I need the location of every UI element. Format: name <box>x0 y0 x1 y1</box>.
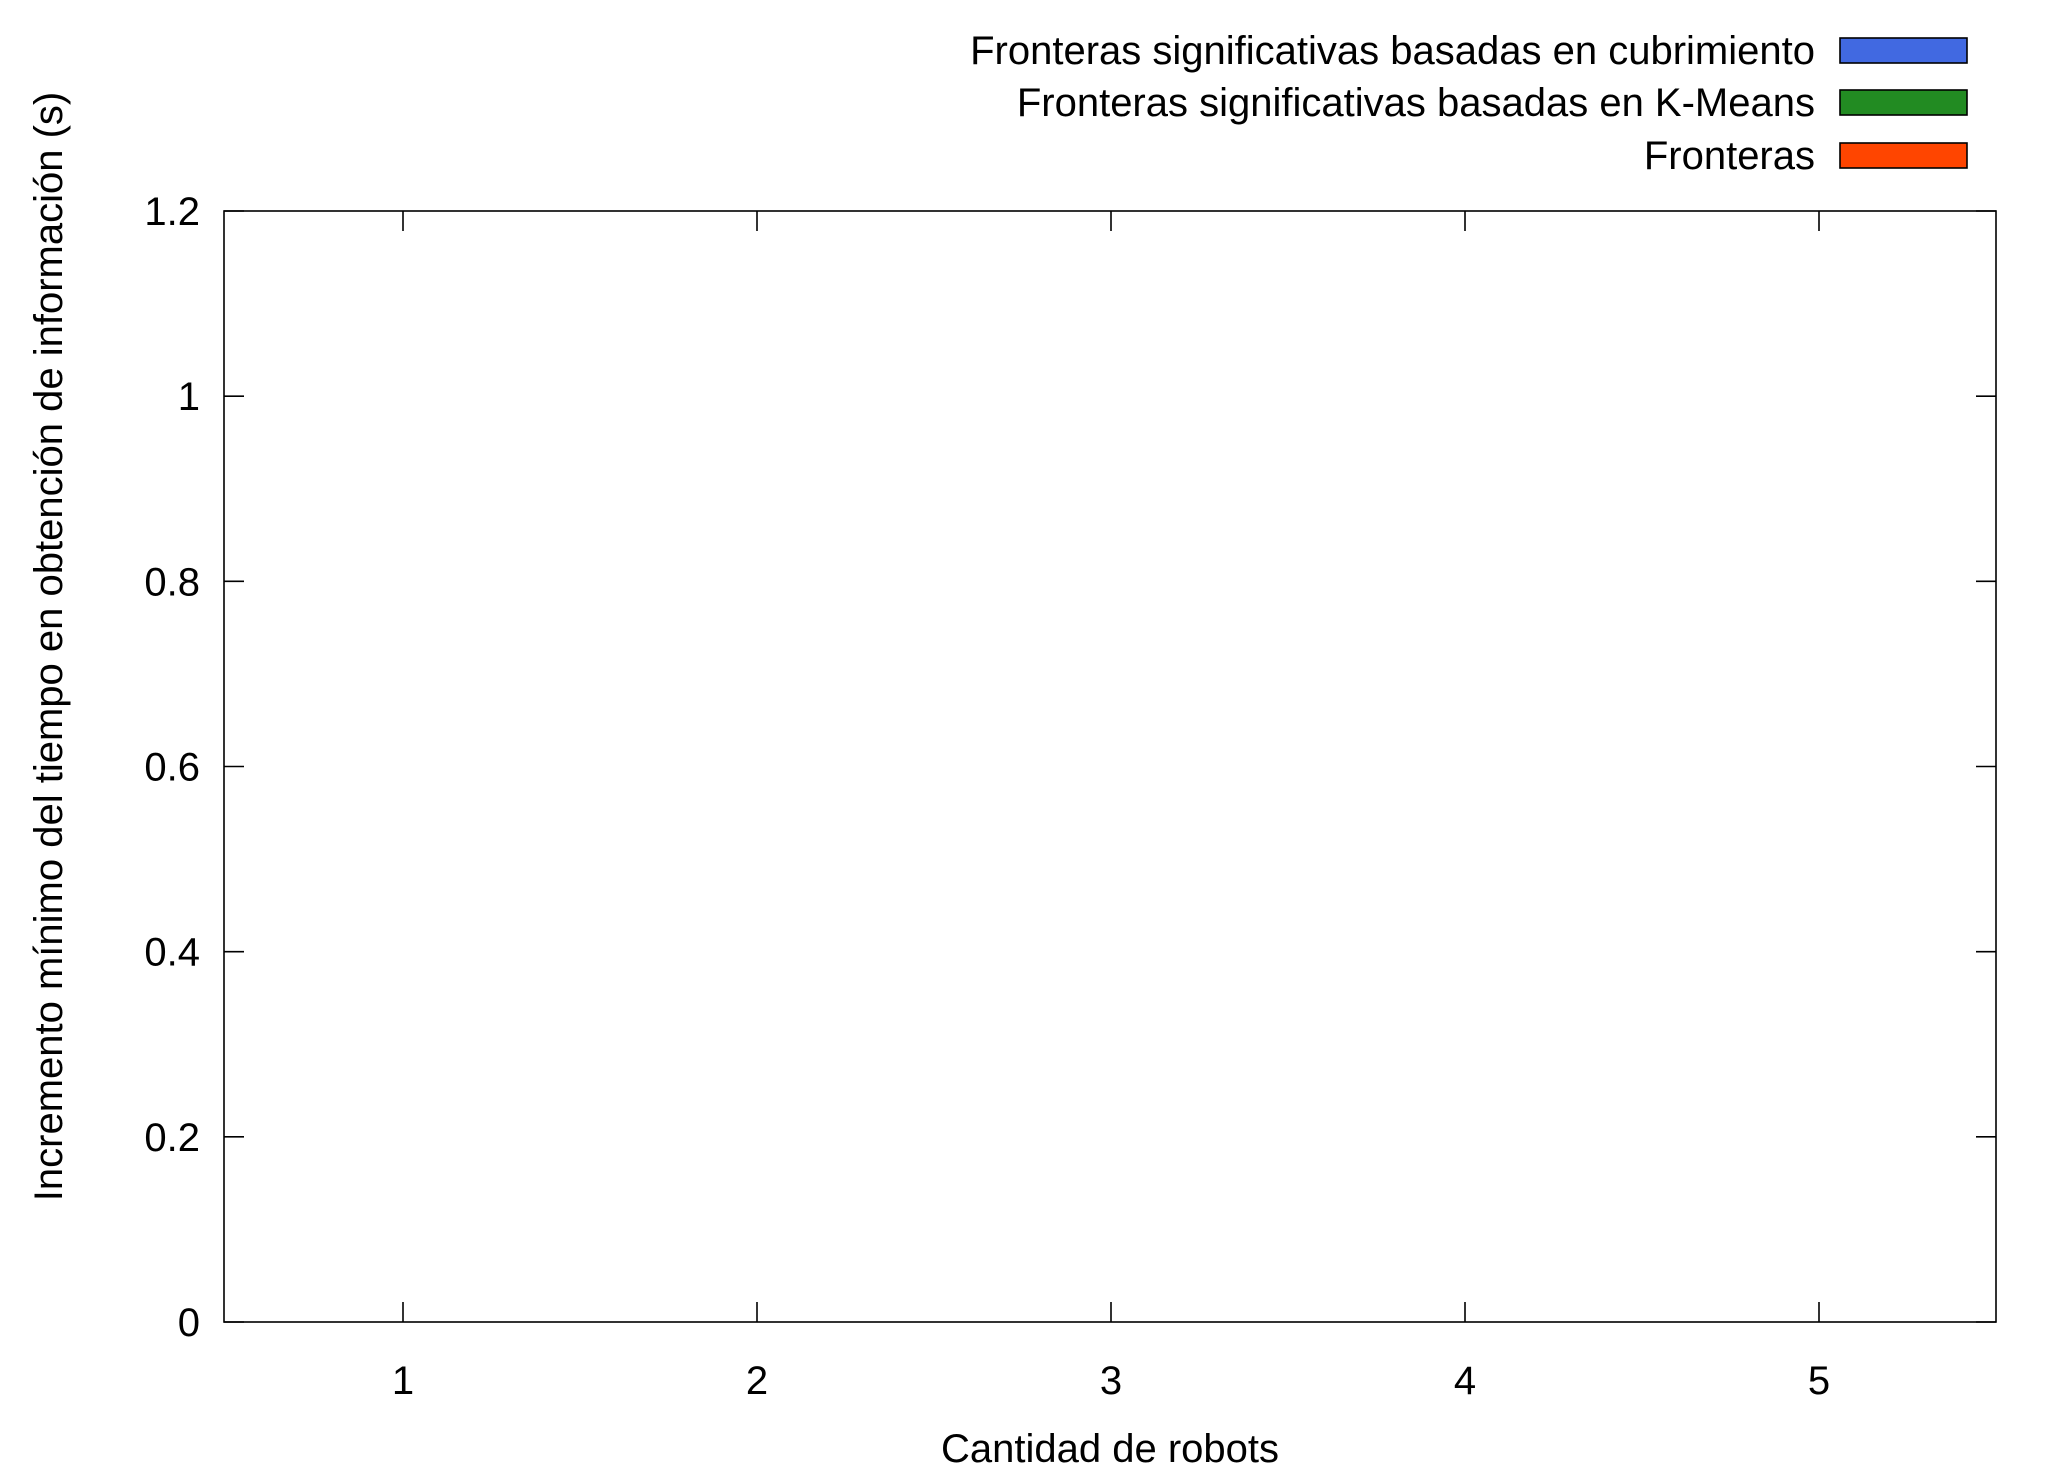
plot-frame <box>223 210 1997 1323</box>
x-tick-label: 2 <box>746 1359 768 1403</box>
legend-swatch <box>1839 142 1968 169</box>
x-tick-label: 1 <box>392 1359 414 1403</box>
legend-label: Fronteras significativas basadas en cubr… <box>970 29 1815 73</box>
x-tick-label: 4 <box>1454 1359 1476 1403</box>
legend-swatch <box>1839 89 1968 116</box>
legend-label: Fronteras significativas basadas en K-Me… <box>1017 81 1815 125</box>
y-tick-label: 1.2 <box>144 190 200 234</box>
y-tick-label: 0 <box>178 1301 200 1345</box>
x-tick-label: 5 <box>1808 1359 1830 1403</box>
legend-swatch <box>1839 37 1968 64</box>
y-tick-label: 0.4 <box>144 931 200 975</box>
x-tick-label: 3 <box>1100 1359 1122 1403</box>
y-tick-label: 1 <box>178 375 200 419</box>
y-axis-label: Incremento mínimo del tiempo en obtenció… <box>27 92 71 1201</box>
x-axis-label: Cantidad de robots <box>941 1427 1279 1471</box>
legend-label: Fronteras <box>1644 134 1815 178</box>
legend: Fronteras significativas basadas en cubr… <box>970 29 1968 178</box>
y-tick-label: 0.6 <box>144 746 200 790</box>
axis-ticks: 0 0.2 0.4 0.6 0.8 1 1.2 1 2 3 4 5 <box>144 190 1996 1403</box>
y-tick-label: 0.2 <box>144 1116 200 1160</box>
y-tick-label: 0.8 <box>144 560 200 604</box>
